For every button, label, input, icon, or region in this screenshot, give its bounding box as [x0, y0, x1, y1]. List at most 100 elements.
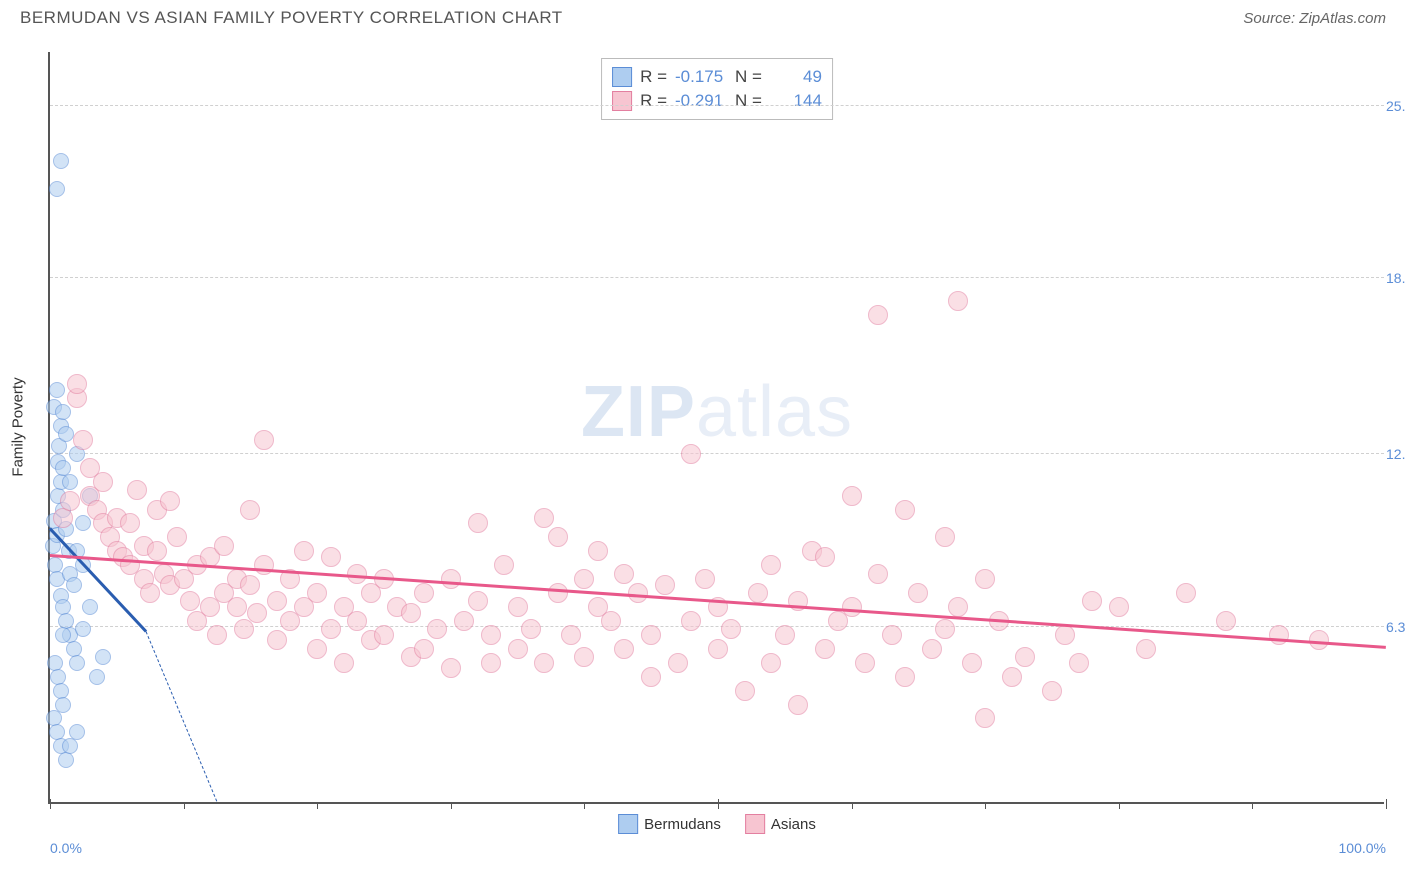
data-point	[240, 500, 260, 520]
data-point	[815, 547, 835, 567]
data-point	[681, 444, 701, 464]
x-tick-label: 0.0%	[50, 840, 82, 856]
data-point	[49, 382, 65, 398]
data-point	[468, 513, 488, 533]
scatter-chart: ZIPatlas Family Poverty R =-0.175N =49R …	[48, 52, 1384, 804]
gridline	[50, 277, 1384, 278]
data-point	[548, 583, 568, 603]
y-axis-label: Family Poverty	[10, 377, 27, 476]
data-point	[975, 569, 995, 589]
data-point	[95, 649, 111, 665]
data-point	[695, 569, 715, 589]
stat-r-value: -0.291	[675, 89, 727, 113]
data-point	[207, 625, 227, 645]
data-point	[82, 599, 98, 615]
data-point	[721, 619, 741, 639]
x-tick	[1119, 803, 1120, 809]
data-point	[868, 305, 888, 325]
data-point	[60, 491, 80, 511]
x-tick-label: 100.0%	[1339, 840, 1386, 856]
x-tick	[50, 799, 51, 809]
y-tick-label: 18.8%	[1386, 270, 1406, 286]
data-point	[882, 625, 902, 645]
data-point	[574, 569, 594, 589]
data-point	[267, 630, 287, 650]
data-point	[234, 619, 254, 639]
data-point	[895, 667, 915, 687]
data-point	[975, 708, 995, 728]
data-point	[401, 603, 421, 623]
data-point	[55, 627, 71, 643]
legend-label: Bermudans	[644, 816, 721, 833]
data-point	[441, 658, 461, 678]
data-point	[481, 653, 501, 673]
data-point	[73, 430, 93, 450]
data-point	[140, 583, 160, 603]
data-point	[93, 472, 113, 492]
data-point	[1055, 625, 1075, 645]
correlation-stats-box: R =-0.175N =49R =-0.291N =144	[601, 58, 833, 120]
stat-n-value: 144	[770, 89, 822, 113]
data-point	[66, 577, 82, 593]
data-point	[62, 474, 78, 490]
data-point	[948, 597, 968, 617]
data-point	[334, 653, 354, 673]
data-point	[55, 697, 71, 713]
data-point	[214, 536, 234, 556]
data-point	[254, 555, 274, 575]
data-point	[75, 515, 91, 531]
data-point	[414, 639, 434, 659]
data-point	[855, 653, 875, 673]
data-point	[254, 430, 274, 450]
data-point	[842, 486, 862, 506]
stat-n-label: N =	[735, 89, 762, 113]
data-point	[508, 597, 528, 617]
data-point	[1176, 583, 1196, 603]
data-point	[641, 667, 661, 687]
legend-swatch	[618, 814, 638, 834]
x-tick	[317, 803, 318, 809]
data-point	[775, 625, 795, 645]
data-point	[614, 639, 634, 659]
x-tick	[451, 803, 452, 809]
stats-row: R =-0.291N =144	[612, 89, 822, 113]
data-point	[307, 583, 327, 603]
data-point	[67, 374, 87, 394]
data-point	[307, 639, 327, 659]
data-point	[735, 681, 755, 701]
stat-r-label: R =	[640, 65, 667, 89]
data-point	[55, 404, 71, 420]
data-point	[668, 653, 688, 673]
stat-r-value: -0.175	[675, 65, 727, 89]
data-point	[761, 555, 781, 575]
series-swatch	[612, 91, 632, 111]
data-point	[441, 569, 461, 589]
x-tick	[852, 803, 853, 809]
data-point	[53, 153, 69, 169]
data-point	[1269, 625, 1289, 645]
data-point	[948, 291, 968, 311]
data-point	[548, 527, 568, 547]
data-point	[494, 555, 514, 575]
data-point	[49, 181, 65, 197]
legend-label: Asians	[771, 816, 816, 833]
data-point	[1015, 647, 1035, 667]
data-point	[454, 611, 474, 631]
data-point	[521, 619, 541, 639]
data-point	[240, 575, 260, 595]
data-point	[247, 603, 267, 623]
chart-title: BERMUDAN VS ASIAN FAMILY POVERTY CORRELA…	[20, 8, 563, 28]
data-point	[815, 639, 835, 659]
data-point	[1069, 653, 1089, 673]
data-point	[427, 619, 447, 639]
data-point	[655, 575, 675, 595]
data-point	[227, 597, 247, 617]
data-point	[321, 547, 341, 567]
data-point	[167, 527, 187, 547]
gridline	[50, 105, 1384, 106]
stat-n-value: 49	[770, 65, 822, 89]
x-tick	[985, 803, 986, 809]
data-point	[267, 591, 287, 611]
chart-header: BERMUDAN VS ASIAN FAMILY POVERTY CORRELA…	[0, 0, 1406, 36]
data-point	[180, 591, 200, 611]
